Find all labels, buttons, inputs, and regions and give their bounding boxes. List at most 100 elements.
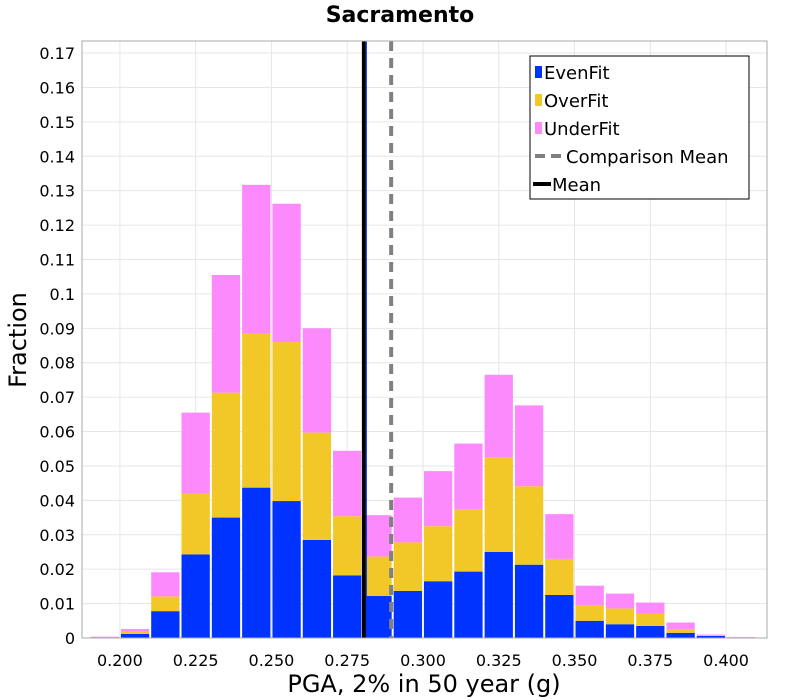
legend-swatch-underfit	[535, 122, 542, 134]
bar-evenfit	[302, 539, 332, 638]
bar-underfit	[272, 203, 301, 343]
bar-evenfit	[666, 632, 695, 638]
bar-evenfit	[363, 596, 392, 638]
bar-overfit	[696, 635, 726, 636]
y-tick-label: 0.14	[39, 147, 75, 166]
bar-underfit	[363, 515, 392, 557]
bar-overfit	[211, 392, 241, 518]
bar-overfit	[605, 608, 635, 625]
bar-underfit	[666, 622, 695, 630]
x-tick-label: 0.375	[627, 651, 673, 670]
bar-underfit	[696, 634, 726, 636]
legend-label: OverFit	[544, 91, 608, 112]
y-tick-label: 0.1	[50, 285, 75, 304]
bar-evenfit	[423, 581, 453, 638]
bar-underfit	[302, 328, 332, 433]
legend-label: UnderFit	[544, 119, 620, 140]
bar-overfit	[454, 508, 483, 572]
bar-underfit	[151, 572, 180, 597]
bar-underfit	[575, 585, 604, 606]
bar-underfit	[181, 412, 210, 494]
y-tick-label: 0.05	[39, 457, 75, 476]
bar-evenfit	[333, 575, 362, 638]
bar-overfit	[423, 526, 453, 582]
bar-overfit	[393, 542, 422, 591]
y-axis-label: Fraction	[4, 292, 32, 388]
bar-evenfit	[545, 594, 574, 638]
bar-underfit	[211, 274, 241, 393]
legend-label: Mean	[552, 175, 601, 196]
bar-evenfit	[393, 590, 422, 638]
mean-lines	[361, 41, 394, 638]
bar-overfit	[151, 596, 180, 612]
bar-evenfit	[120, 633, 150, 638]
bar-overfit	[333, 516, 362, 576]
x-tick-label: 0.200	[97, 651, 143, 670]
bar-overfit	[302, 432, 332, 540]
bar-underfit	[454, 443, 483, 509]
bar-underfit	[545, 514, 574, 559]
x-tick-label: 0.350	[552, 651, 598, 670]
y-tick-label: 0.06	[39, 423, 75, 442]
x-tick-label: 0.275	[324, 651, 370, 670]
x-tick-label: 0.300	[400, 651, 446, 670]
y-tick-label: 0.13	[39, 182, 75, 201]
bar-underfit	[514, 405, 544, 487]
y-tick-label: 0.01	[39, 595, 75, 614]
bar-underfit	[333, 450, 362, 517]
bar-evenfit	[151, 611, 180, 638]
bar-underfit	[636, 602, 665, 614]
bar-overfit	[666, 629, 695, 633]
bar-underfit	[484, 374, 513, 458]
y-tick-label: 0.11	[39, 250, 75, 269]
bar-evenfit	[636, 625, 665, 638]
x-axis-label: PGA, 2% in 50 year (g)	[287, 670, 560, 698]
bar-overfit	[545, 558, 574, 595]
y-tick-label: 0.16	[39, 78, 75, 97]
chart-title: Sacramento	[326, 3, 475, 28]
legend-swatch-overfit	[535, 94, 542, 106]
bar-overfit	[120, 631, 150, 634]
bar-underfit	[393, 497, 422, 543]
x-tick-label: 0.325	[476, 651, 522, 670]
bar-overfit	[363, 556, 392, 597]
bar-underfit	[605, 593, 635, 609]
y-tick-label: 0.04	[39, 491, 75, 510]
bar-overfit	[484, 457, 513, 552]
bar-evenfit	[454, 571, 483, 638]
bar-overfit	[242, 333, 271, 488]
bar-underfit	[242, 184, 271, 334]
bar-evenfit	[181, 554, 210, 638]
x-tick-label: 0.250	[249, 651, 295, 670]
tick-labels: 0 0.01 0.02 0.03 0.04 0.05 0.06 0.07 0.08 0.09 0.1…	[39, 44, 749, 670]
y-tick-label: 0.07	[39, 388, 75, 407]
y-tick-label: 0.09	[39, 319, 75, 338]
y-tick-label: 0.03	[39, 526, 75, 545]
bar-overfit	[636, 613, 665, 626]
bar-evenfit	[484, 551, 513, 638]
bar-evenfit	[211, 517, 241, 638]
plot-frame	[81, 40, 768, 639]
bar-overfit	[514, 486, 544, 565]
bar-evenfit	[272, 501, 301, 638]
y-tick-label: 0.15	[39, 113, 75, 132]
bar-evenfit	[514, 564, 544, 638]
y-tick-label: 0	[65, 629, 75, 648]
legend-label: Comparison Mean	[566, 147, 729, 168]
bars	[90, 184, 756, 638]
bar-evenfit	[605, 624, 635, 638]
x-tick-label: 0.400	[703, 651, 749, 670]
legend-label: EvenFit	[544, 63, 610, 84]
x-tick-label: 0.225	[173, 651, 219, 670]
legend-box	[529, 55, 750, 200]
bar-evenfit	[242, 487, 271, 638]
y-tick-label: 0.02	[39, 560, 75, 579]
bar-overfit	[181, 493, 210, 555]
y-tick-label: 0.08	[39, 354, 75, 373]
y-tick-label: 0.17	[39, 44, 75, 63]
bar-overfit	[272, 342, 301, 502]
legend-swatch-evenfit	[535, 66, 542, 78]
legend: EvenFit OverFit UnderFit Comparison Mean Mea…	[529, 55, 750, 200]
bar-evenfit	[575, 620, 604, 638]
